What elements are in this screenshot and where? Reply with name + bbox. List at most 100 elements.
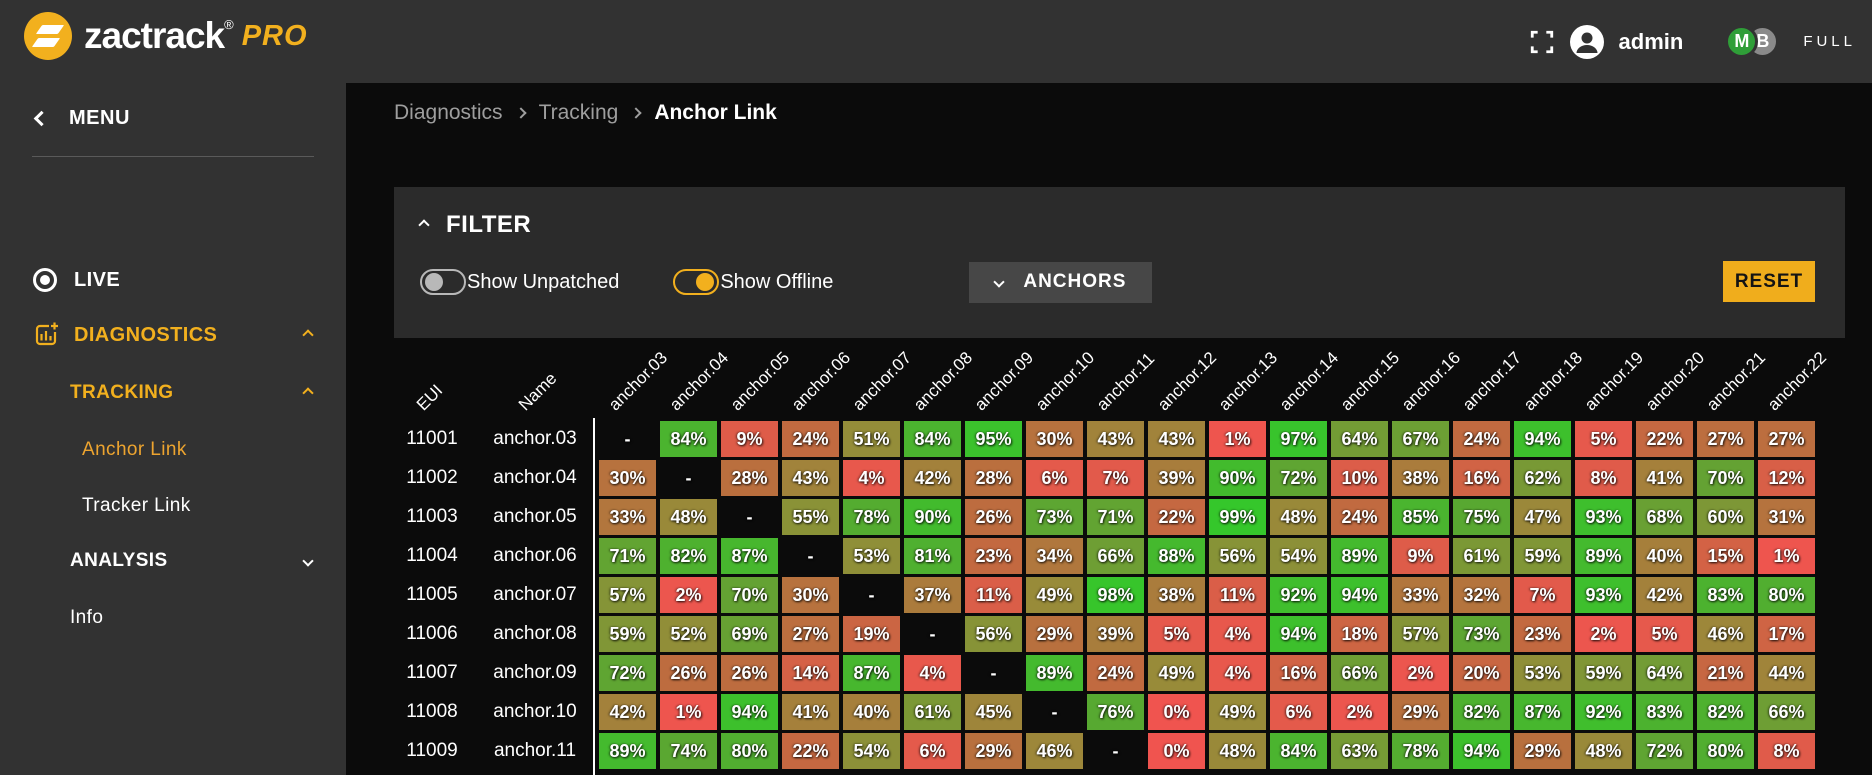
link-quality-cell: - <box>868 585 875 605</box>
column-header: anchor.14 <box>1275 348 1343 415</box>
anchors-dropdown-button[interactable]: ANCHORS <box>969 261 1153 303</box>
link-quality-cell: 0% <box>1148 733 1205 769</box>
link-quality-cell: 72% <box>599 655 656 691</box>
menu-label: MENU <box>69 106 130 129</box>
zactrack-logo-icon <box>24 12 72 60</box>
anchors-dropdown-label: ANCHORS <box>1023 271 1127 292</box>
link-quality-cell: 10% <box>1331 460 1388 496</box>
link-quality-cell: 87% <box>1514 694 1571 730</box>
chevron-down-icon <box>993 276 1006 288</box>
link-quality-cell: 8% <box>1758 733 1815 769</box>
breadcrumb: Diagnostics Tracking Anchor Link <box>394 101 777 125</box>
chevron-up-icon <box>302 329 314 341</box>
link-quality-cell: 23% <box>965 538 1022 574</box>
link-quality-cell: 75% <box>1453 499 1510 535</box>
show-unpatched-label: Show Unpatched <box>467 270 620 293</box>
column-header: anchor.22 <box>1763 348 1831 415</box>
registered-mark: ® <box>224 16 234 32</box>
breadcrumb-diagnostics[interactable]: Diagnostics <box>394 101 503 124</box>
badge-m: M <box>1725 25 1759 58</box>
chevron-up-icon <box>302 387 314 399</box>
sidebar-item-diagnostics[interactable]: DIAGNOSTICS <box>0 315 346 355</box>
link-quality-cell: - <box>746 507 753 527</box>
link-quality-cell: 62% <box>1514 460 1571 496</box>
link-quality-cell: - <box>624 429 631 449</box>
link-quality-cell: 7% <box>1514 577 1571 613</box>
link-quality-cell: 83% <box>1636 694 1693 730</box>
link-quality-cell: 4% <box>1209 616 1266 652</box>
breadcrumb-tracking[interactable]: Tracking <box>538 101 619 124</box>
link-quality-cell: 89% <box>599 733 656 769</box>
link-quality-cell: 28% <box>965 460 1022 496</box>
filter-collapse-button[interactable]: FILTER <box>418 211 531 239</box>
link-quality-cell: 94% <box>1270 616 1327 652</box>
anchor-link-matrix: EUI Name anchor.03 anchor.04 anchor.05 anchor… <box>346 338 1872 775</box>
column-header: anchor.09 <box>970 348 1038 415</box>
link-quality-cell: - <box>685 468 692 488</box>
link-quality-cell: 41% <box>782 694 839 730</box>
sidebar-item-anchor-link[interactable]: Anchor Link <box>0 430 346 470</box>
link-quality-cell: 83% <box>1697 577 1754 613</box>
link-quality-cell: 11% <box>1209 577 1266 613</box>
link-quality-cell: 90% <box>1209 460 1266 496</box>
link-quality-cell: 92% <box>1575 694 1632 730</box>
column-header: anchor.15 <box>1336 348 1404 415</box>
sidebar-item-label: Anchor Link <box>82 439 187 460</box>
menu-collapse-button[interactable]: MENU <box>0 103 346 133</box>
matrix-row: 11001 anchor.03-84% 9% 24% 51% 84% 95% 30% 43% 43… <box>346 421 1872 457</box>
link-quality-cell: 88% <box>1148 538 1205 574</box>
link-quality-cell: 69% <box>721 616 778 652</box>
reset-button[interactable]: RESET <box>1723 261 1815 302</box>
sidebar-item-tracking[interactable]: TRACKING <box>0 373 346 413</box>
link-quality-cell: 48% <box>1575 733 1632 769</box>
link-quality-cell: 16% <box>1453 460 1510 496</box>
sidebar-item-label: LIVE <box>74 268 121 291</box>
link-quality-cell: 1% <box>1209 421 1266 457</box>
chevron-right-icon <box>514 107 527 119</box>
name-cell: anchor.10 <box>493 701 577 722</box>
link-quality-cell: 6% <box>1270 694 1327 730</box>
link-quality-cell: 71% <box>599 538 656 574</box>
link-quality-cell: 2% <box>1392 655 1449 691</box>
link-quality-cell: - <box>1112 741 1119 761</box>
link-quality-cell: 59% <box>599 616 656 652</box>
sidebar-item-label: Tracker Link <box>82 495 191 516</box>
sidebar-item-info[interactable]: Info <box>0 598 346 638</box>
link-quality-cell: 9% <box>1392 538 1449 574</box>
sidebar-item-analysis[interactable]: ANALYSIS <box>0 541 346 581</box>
link-quality-cell: 85% <box>1392 499 1449 535</box>
link-quality-cell: 27% <box>1697 421 1754 457</box>
link-quality-cell: 7% <box>1087 460 1144 496</box>
link-quality-cell: 61% <box>904 694 961 730</box>
user-avatar-icon[interactable] <box>1569 24 1605 60</box>
show-offline-toggle[interactable] <box>673 269 720 295</box>
link-quality-cell: 48% <box>1209 733 1266 769</box>
link-quality-cell: 41% <box>1636 460 1693 496</box>
name-cell: anchor.11 <box>493 740 577 761</box>
link-quality-cell: 1% <box>1758 538 1815 574</box>
sidebar-item-label: DIAGNOSTICS <box>74 323 218 346</box>
link-quality-cell: 38% <box>1148 577 1205 613</box>
link-quality-cell: 56% <box>965 616 1022 652</box>
link-quality-cell: 11% <box>965 577 1022 613</box>
matrix-divider-line <box>593 418 595 775</box>
column-header: anchor.05 <box>726 348 794 415</box>
link-quality-cell: 74% <box>660 733 717 769</box>
status-badges: M B <box>1725 25 1780 58</box>
column-header: anchor.13 <box>1214 348 1282 415</box>
sidebar-item-tracker-link[interactable]: Tracker Link <box>0 486 346 526</box>
link-quality-cell: 72% <box>1636 733 1693 769</box>
link-quality-cell: 29% <box>1392 694 1449 730</box>
link-quality-cell: 81% <box>904 538 961 574</box>
eui-cell: 11009 <box>406 740 458 761</box>
link-quality-cell: 29% <box>1514 733 1571 769</box>
link-quality-cell: 43% <box>1087 421 1144 457</box>
column-header: anchor.08 <box>909 348 977 415</box>
link-quality-cell: 66% <box>1331 655 1388 691</box>
show-unpatched-toggle[interactable] <box>420 269 466 295</box>
fullscreen-button[interactable] <box>1529 29 1555 55</box>
link-quality-cell: 17% <box>1758 616 1815 652</box>
sidebar-item-live[interactable]: LIVE <box>0 260 346 300</box>
link-quality-cell: 27% <box>782 616 839 652</box>
column-header: EUI <box>412 380 447 415</box>
